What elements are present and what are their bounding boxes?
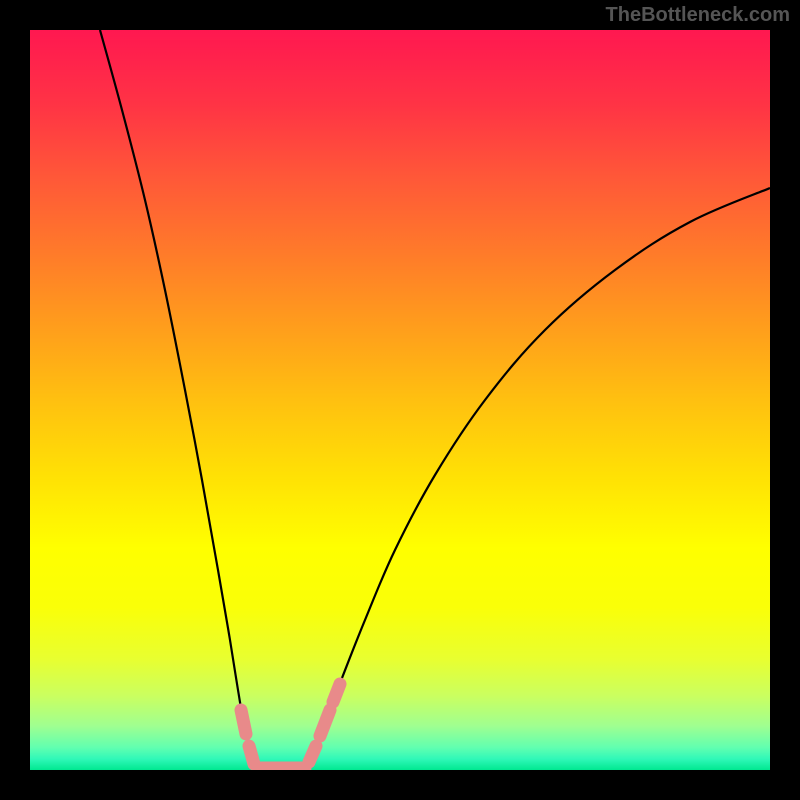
curve-overlay bbox=[30, 30, 770, 770]
highlight-segment bbox=[241, 710, 246, 734]
left-curve bbox=[100, 30, 260, 768]
plot-area bbox=[30, 30, 770, 770]
highlight-segment bbox=[333, 684, 340, 702]
watermark-text: TheBottleneck.com bbox=[606, 4, 790, 27]
highlight-segment bbox=[249, 746, 254, 764]
chart-root: TheBottleneck.com bbox=[0, 0, 800, 800]
right-curve bbox=[305, 188, 770, 768]
highlight-segment bbox=[309, 746, 316, 762]
highlight-segment bbox=[320, 710, 330, 736]
